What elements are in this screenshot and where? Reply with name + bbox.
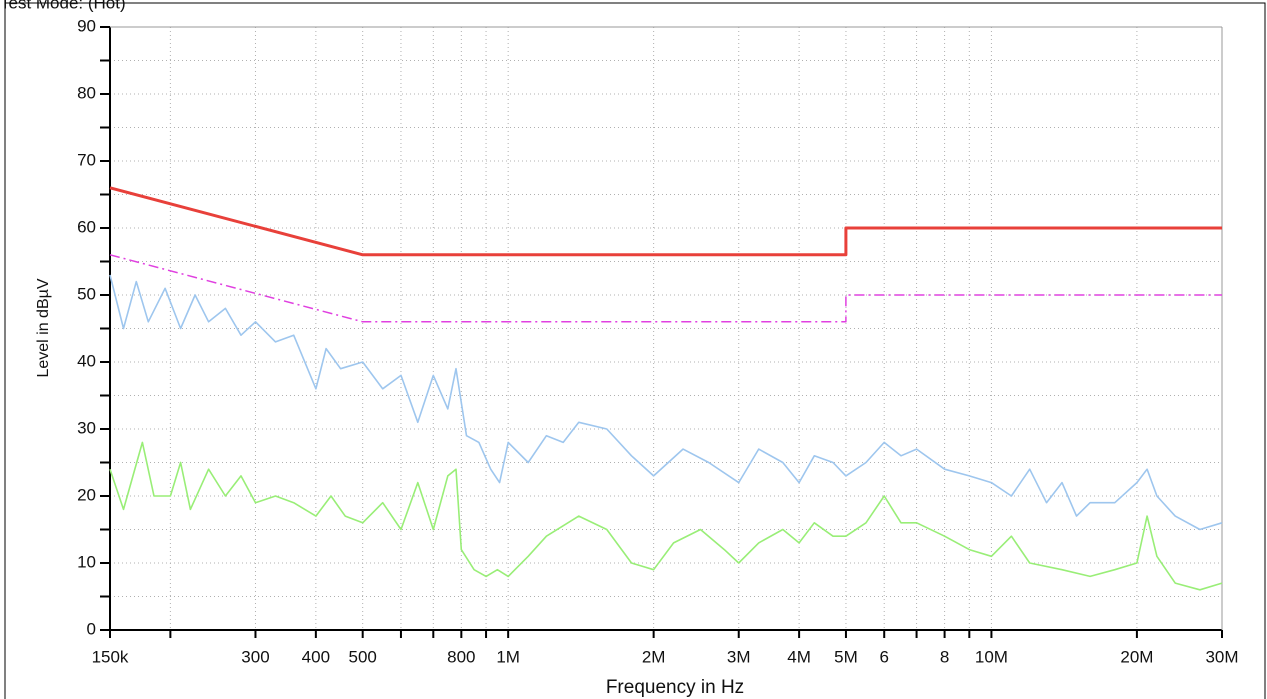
series-line	[109, 274, 1223, 531]
y-tick-label: 20	[77, 485, 96, 504]
y-tick-label: 10	[77, 552, 96, 571]
frame	[4, 2, 1266, 699]
series-line	[109, 186, 1222, 257]
y-tick-label: 30	[77, 418, 96, 437]
series-line	[109, 441, 1223, 591]
x-tick-label: 30M	[1205, 647, 1238, 666]
x-tick-label: 8	[940, 647, 949, 666]
chart-title: Test Mode: (Hot)	[0, 0, 126, 12]
y-tick-label: 0	[87, 619, 96, 638]
y-tick-label: 40	[77, 351, 96, 370]
x-tick-label: 4M	[787, 647, 811, 666]
y-axis-label: Level in dBµV	[35, 278, 52, 377]
y-tick-label: 70	[77, 150, 96, 169]
x-tick-label: 800	[447, 647, 475, 666]
x-tick-label: 3M	[727, 647, 751, 666]
y-tick-label: 60	[77, 217, 96, 236]
x-tick-label: 6	[879, 647, 888, 666]
x-tick-label: 500	[348, 647, 376, 666]
y-tick-label: 80	[77, 83, 96, 102]
x-tick-label: 20M	[1120, 647, 1153, 666]
x-tick-label: 150k	[92, 647, 129, 666]
x-tick-label: 300	[241, 647, 269, 666]
y-tick-label: 90	[77, 16, 96, 35]
x-tick-label: 2M	[642, 647, 666, 666]
x-axis-label: Frequency in Hz	[606, 677, 744, 698]
series-line	[109, 254, 1222, 323]
x-tick-label: 5M	[834, 647, 858, 666]
x-tick-label: 1M	[496, 647, 520, 666]
y-tick-label: 50	[77, 284, 96, 303]
x-tick-label: 10M	[975, 647, 1008, 666]
x-tick-label: 400	[302, 647, 330, 666]
